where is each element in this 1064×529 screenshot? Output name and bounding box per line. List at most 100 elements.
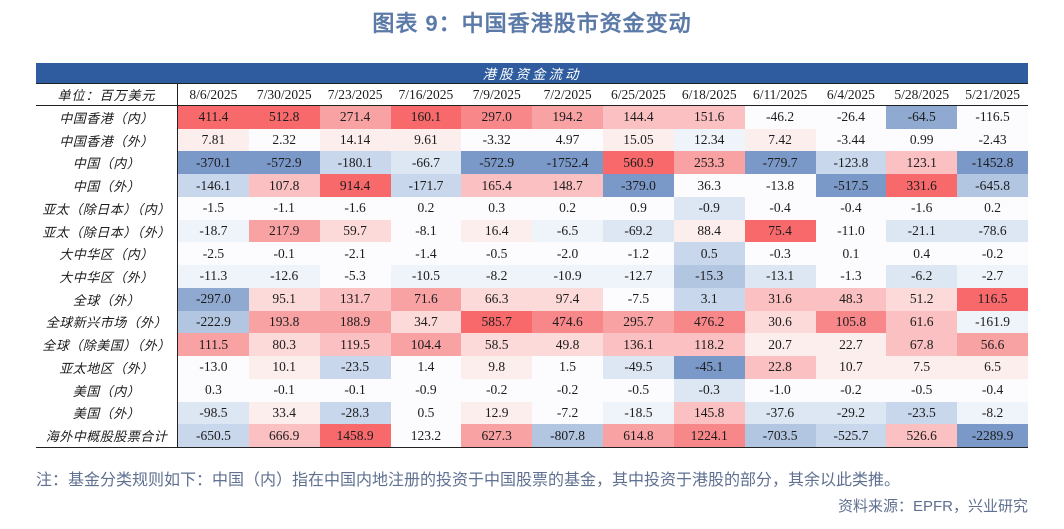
value-cell: -1.4 [390, 242, 462, 266]
value-cell: 7.81 [178, 128, 249, 152]
table-row: 中国香港（内） 411.4 512.8 271.4 160.1 297.0 194.2 144… [36, 106, 1028, 129]
table-row: 海外中概股股票合计 -650.5 666.9 1458.9 123.2 627.3 -807… [36, 424, 1028, 447]
table-row: 亚太（除日本）（外） -18.7 217.9 59.7 -8.1 16.4 -6.5 -69.… [36, 219, 1028, 243]
value-cell: 0.5 [390, 401, 462, 425]
value-cell: -1.2 [603, 242, 674, 266]
value-cell: -45.1 [673, 356, 745, 379]
value-cell: -18.7 [178, 219, 249, 243]
value-cell: -13.1 [744, 265, 816, 288]
column-header: 6/25/2025 [611, 86, 666, 102]
column-header: 7/23/2025 [327, 86, 383, 102]
value-cell: 20.7 [744, 333, 816, 357]
value-cell: 0.3 [461, 196, 533, 220]
value-cell: 9.8 [461, 356, 533, 379]
value-cell: 1224.1 [673, 424, 745, 447]
row-label: 亚太（除日本）（外） [36, 219, 178, 243]
value-cell: 88.4 [673, 219, 745, 243]
value-cell: -0.4 [815, 196, 887, 220]
column-header: 7/16/2025 [398, 86, 454, 102]
value-cell: 6.5 [957, 356, 1028, 379]
value-cell: 188.9 [319, 310, 391, 334]
value-cell: -0.3 [673, 378, 745, 402]
value-cell: 107.8 [248, 174, 320, 197]
value-cell: 123.2 [390, 424, 462, 447]
value-cell: 7.5 [886, 356, 958, 379]
value-cell: 0.9 [603, 196, 674, 220]
row-label: 中国（外） [36, 174, 178, 197]
value-cell: 10.7 [815, 356, 887, 379]
column-header: 8/6/2025 [189, 86, 238, 102]
value-cell: -0.4 [957, 378, 1028, 402]
row-label: 中国香港（外） [36, 128, 178, 152]
value-cell: -7.2 [532, 401, 603, 425]
value-cell: 512.8 [248, 106, 320, 129]
value-cell: -0.2 [532, 378, 603, 402]
row-label: 全球新兴市场（外） [36, 310, 178, 334]
value-cell: -8.1 [390, 219, 462, 243]
value-cell: 585.7 [461, 310, 533, 334]
value-cell: -2289.9 [957, 424, 1028, 447]
value-cell: -1752.4 [532, 151, 603, 175]
value-cell: 2.32 [248, 128, 320, 152]
column-header: 6/4/2025 [826, 86, 875, 102]
value-cell: -2.1 [319, 242, 391, 266]
value-cell: 165.4 [461, 174, 533, 197]
value-cell: -645.8 [957, 174, 1028, 197]
value-cell: -10.9 [532, 265, 603, 288]
row-label: 亚太（除日本）（内） [36, 196, 178, 220]
value-cell: 14.14 [319, 128, 391, 152]
value-cell: 144.4 [603, 106, 674, 129]
value-cell: 118.2 [673, 333, 745, 357]
value-cell: 145.8 [673, 401, 745, 425]
value-cell: 474.6 [532, 310, 603, 334]
value-cell: 7.42 [744, 128, 816, 152]
value-cell: 104.4 [390, 333, 462, 357]
value-cell: -2.7 [957, 265, 1028, 288]
value-cell: -98.5 [178, 401, 249, 425]
value-cell: 67.8 [886, 333, 958, 357]
column-header: 6/11/2025 [752, 86, 808, 102]
column-header: 7/2/2025 [543, 86, 592, 102]
value-cell: 0.99 [886, 128, 958, 152]
value-cell: 295.7 [603, 310, 674, 334]
row-label: 中国香港（内） [36, 106, 178, 129]
value-cell: -29.2 [815, 401, 887, 425]
value-cell: 111.5 [178, 333, 249, 357]
value-cell: -0.2 [815, 378, 887, 402]
value-cell: 526.6 [886, 424, 958, 447]
value-cell: 1.5 [532, 356, 603, 379]
value-cell: 33.4 [248, 401, 320, 425]
value-cell: 48.3 [815, 287, 887, 311]
value-cell: -23.5 [319, 356, 391, 379]
value-cell: -0.5 [603, 378, 674, 402]
value-cell: 627.3 [461, 424, 533, 447]
value-cell: 10.1 [248, 356, 320, 379]
value-cell: -807.8 [532, 424, 603, 447]
value-cell: 0.2 [532, 196, 603, 220]
value-cell: -0.5 [461, 242, 533, 266]
value-cell: -572.9 [461, 151, 533, 175]
value-cell: -7.5 [603, 287, 674, 311]
value-cell: -703.5 [744, 424, 816, 447]
value-cell: -12.6 [248, 265, 320, 288]
value-cell: 0.2 [390, 196, 462, 220]
value-cell: -10.5 [390, 265, 462, 288]
value-cell: -0.3 [744, 242, 816, 266]
value-cell: -0.1 [248, 378, 320, 402]
value-cell: 36.3 [673, 174, 745, 197]
value-cell: -0.5 [886, 378, 958, 402]
value-cell: 560.9 [603, 151, 674, 175]
value-cell: -6.5 [532, 219, 603, 243]
value-cell: -0.1 [248, 242, 320, 266]
table-row: 大中华区（外） -11.3 -12.6 -5.3 -10.5 -8.2 -10.9 -12.7… [36, 265, 1028, 288]
value-cell: 61.6 [886, 310, 958, 334]
value-cell: -37.6 [744, 401, 816, 425]
value-cell: -123.8 [815, 151, 887, 175]
value-cell: 0.1 [815, 242, 887, 266]
value-cell: -116.5 [957, 106, 1028, 129]
value-cell: 66.3 [461, 287, 533, 311]
value-cell: 31.6 [744, 287, 816, 311]
source-line: 资料来源：EPFR，兴业研究 [837, 498, 1028, 515]
value-cell: 271.4 [319, 106, 391, 129]
value-cell: 59.7 [319, 219, 391, 243]
